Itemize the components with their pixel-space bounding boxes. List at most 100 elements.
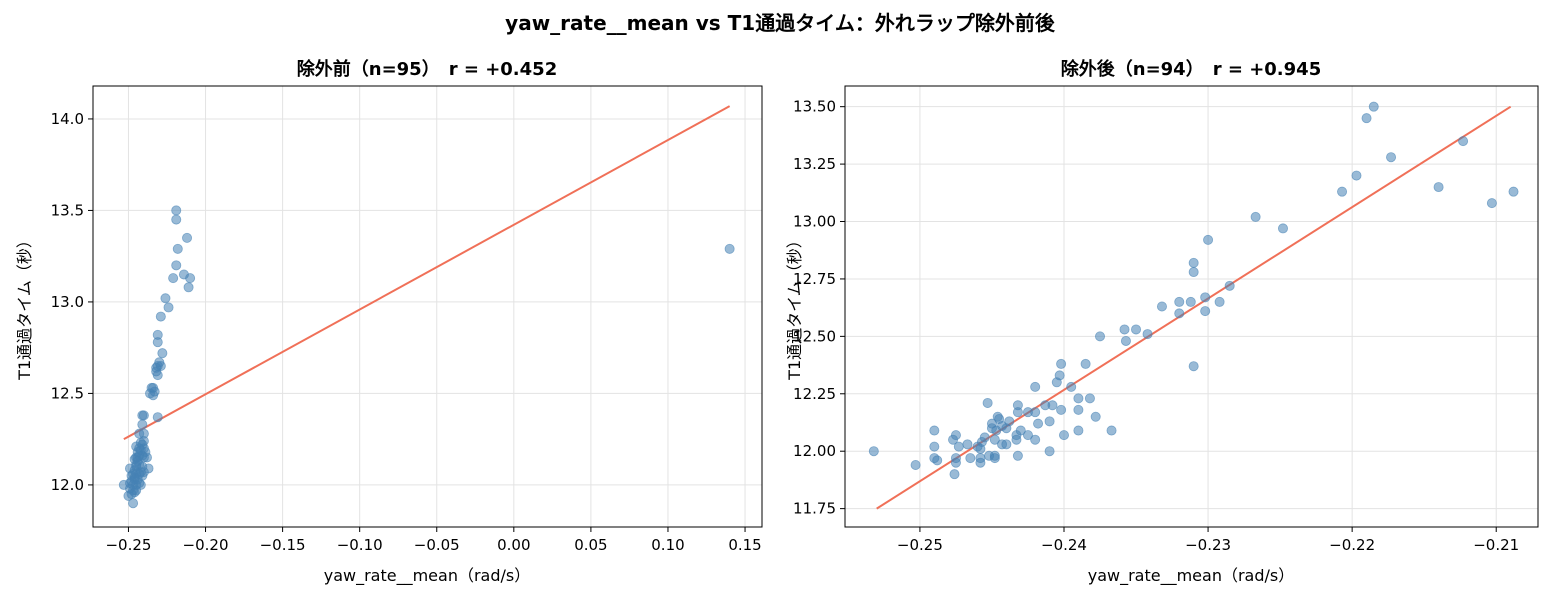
- right-data-point: [1188, 257, 1199, 268]
- right-data-point: [1200, 292, 1211, 303]
- right-data-point: [1361, 113, 1372, 124]
- right-data-point: [965, 453, 976, 464]
- right-data-point: [982, 397, 993, 408]
- left-data-point: [137, 419, 148, 430]
- right-y-tick-label: 13.50: [793, 98, 836, 116]
- left-data-point: [157, 348, 168, 359]
- right-data-point: [1066, 381, 1077, 392]
- right-data-point: [929, 425, 940, 436]
- right-data-point: [1080, 358, 1091, 369]
- right-y-tick-label: 12.75: [793, 270, 836, 288]
- right-plot: −0.25 −0.24 −0.23 −0.22 −0.21 11.75 12.00 12.25…: [785, 58, 1539, 586]
- right-data-point: [1095, 331, 1106, 342]
- left-axes-frame: [92, 85, 763, 528]
- right-data-point: [1142, 329, 1153, 340]
- right-data-point: [1486, 198, 1497, 209]
- right-data-point: [975, 457, 986, 468]
- right-data-point: [1073, 404, 1084, 415]
- right-plot-title: 除外後（n=94） r = +0.945: [1061, 58, 1321, 80]
- right-data-point: [948, 434, 959, 445]
- left-x-tick-label: −0.25: [105, 536, 151, 554]
- right-data-point: [1188, 267, 1199, 278]
- right-data-point: [1044, 446, 1055, 457]
- right-data-point: [1185, 296, 1196, 307]
- right-points: [868, 101, 1519, 480]
- right-data-point: [868, 446, 879, 457]
- left-fit-line-group: [123, 105, 731, 441]
- left-grid: [93, 86, 762, 527]
- right-data-point: [1056, 358, 1067, 369]
- left-x-tick-label: −0.20: [183, 536, 229, 554]
- figure-suptitle: yaw_rate__mean vs T1通過タイム：外れラップ除外前後: [505, 11, 1056, 35]
- right-data-point: [1250, 211, 1261, 222]
- right-y-tick-label: 13.25: [793, 155, 836, 173]
- right-data-point: [989, 453, 1000, 464]
- right-data-point: [1012, 450, 1023, 461]
- right-data-point: [1106, 425, 1117, 436]
- right-y-tick-label: 12.00: [793, 442, 836, 460]
- left-y-tick-label: 12.5: [51, 384, 84, 402]
- right-data-point: [1001, 439, 1012, 450]
- right-data-point: [1386, 152, 1397, 163]
- right-x-tick-label: −0.21: [1473, 536, 1519, 554]
- right-data-point: [991, 425, 1002, 436]
- left-x-tick-label: 0.15: [728, 536, 761, 554]
- right-data-point: [1030, 381, 1041, 392]
- left-y-axis-label: T1通過タイム（秒）: [15, 232, 34, 381]
- right-x-tick-label: −0.24: [1041, 536, 1087, 554]
- right-x-axis-label: yaw_rate__mean（rad/s）: [1088, 566, 1295, 586]
- left-data-point: [141, 452, 152, 463]
- left-y-tick-label: 13.0: [51, 293, 84, 311]
- right-data-point: [1120, 335, 1131, 346]
- right-x-tick-label: −0.22: [1329, 536, 1375, 554]
- right-data-point: [1214, 296, 1225, 307]
- left-data-point: [163, 302, 174, 313]
- left-data-point: [171, 214, 182, 225]
- left-x-tick-label: 0.10: [651, 536, 684, 554]
- right-y-tick-label: 11.75: [793, 500, 836, 518]
- right-data-point: [1047, 400, 1058, 411]
- right-data-point: [910, 459, 921, 470]
- right-data-point: [1156, 301, 1167, 312]
- left-data-point: [724, 243, 735, 254]
- left-data-point: [148, 390, 159, 401]
- left-x-tick-label: −0.05: [414, 536, 460, 554]
- right-data-point: [962, 439, 973, 450]
- left-x-axis-label: yaw_rate__mean（rad/s）: [324, 566, 531, 586]
- left-x-tick-label: −0.15: [260, 536, 306, 554]
- right-data-point: [1084, 393, 1095, 404]
- right-data-point: [975, 443, 986, 454]
- right-ticks: −0.25 −0.24 −0.23 −0.22 −0.21 11.75 12.00 12.25…: [793, 98, 1519, 554]
- right-data-point: [1033, 418, 1044, 429]
- right-data-point: [1277, 223, 1288, 234]
- left-data-point: [152, 370, 163, 381]
- right-data-point: [989, 434, 1000, 445]
- right-data-point: [949, 469, 960, 480]
- left-data-point: [172, 243, 183, 254]
- right-grid: [845, 86, 1538, 527]
- right-data-point: [1203, 234, 1214, 245]
- left-data-point: [152, 412, 163, 423]
- right-data-point: [1351, 170, 1362, 181]
- right-x-tick-label: −0.23: [1185, 536, 1231, 554]
- left-data-point: [160, 293, 171, 304]
- right-data-point: [1044, 416, 1055, 427]
- left-plot-title: 除外前（n=95） r = +0.452: [297, 58, 557, 80]
- right-data-point: [1508, 186, 1519, 197]
- right-data-point: [1174, 308, 1185, 319]
- left-points: [118, 205, 735, 509]
- right-x-tick-label: −0.25: [897, 536, 943, 554]
- right-data-point: [929, 441, 940, 452]
- right-data-point: [1030, 434, 1041, 445]
- left-ticks: −0.25 −0.20 −0.15 −0.10 −0.05 0.00 0.05 0.10 0.1…: [51, 110, 762, 554]
- left-plot: −0.25 −0.20 −0.15 −0.10 −0.05 0.00 0.05 0.10 0.1…: [15, 58, 763, 586]
- right-data-point: [1012, 407, 1023, 418]
- right-data-point: [1131, 324, 1142, 335]
- right-data-point: [1056, 404, 1067, 415]
- right-data-point: [1030, 407, 1041, 418]
- right-data-point: [1119, 324, 1130, 335]
- right-data-point: [1368, 101, 1379, 112]
- left-x-tick-label: 0.00: [497, 536, 530, 554]
